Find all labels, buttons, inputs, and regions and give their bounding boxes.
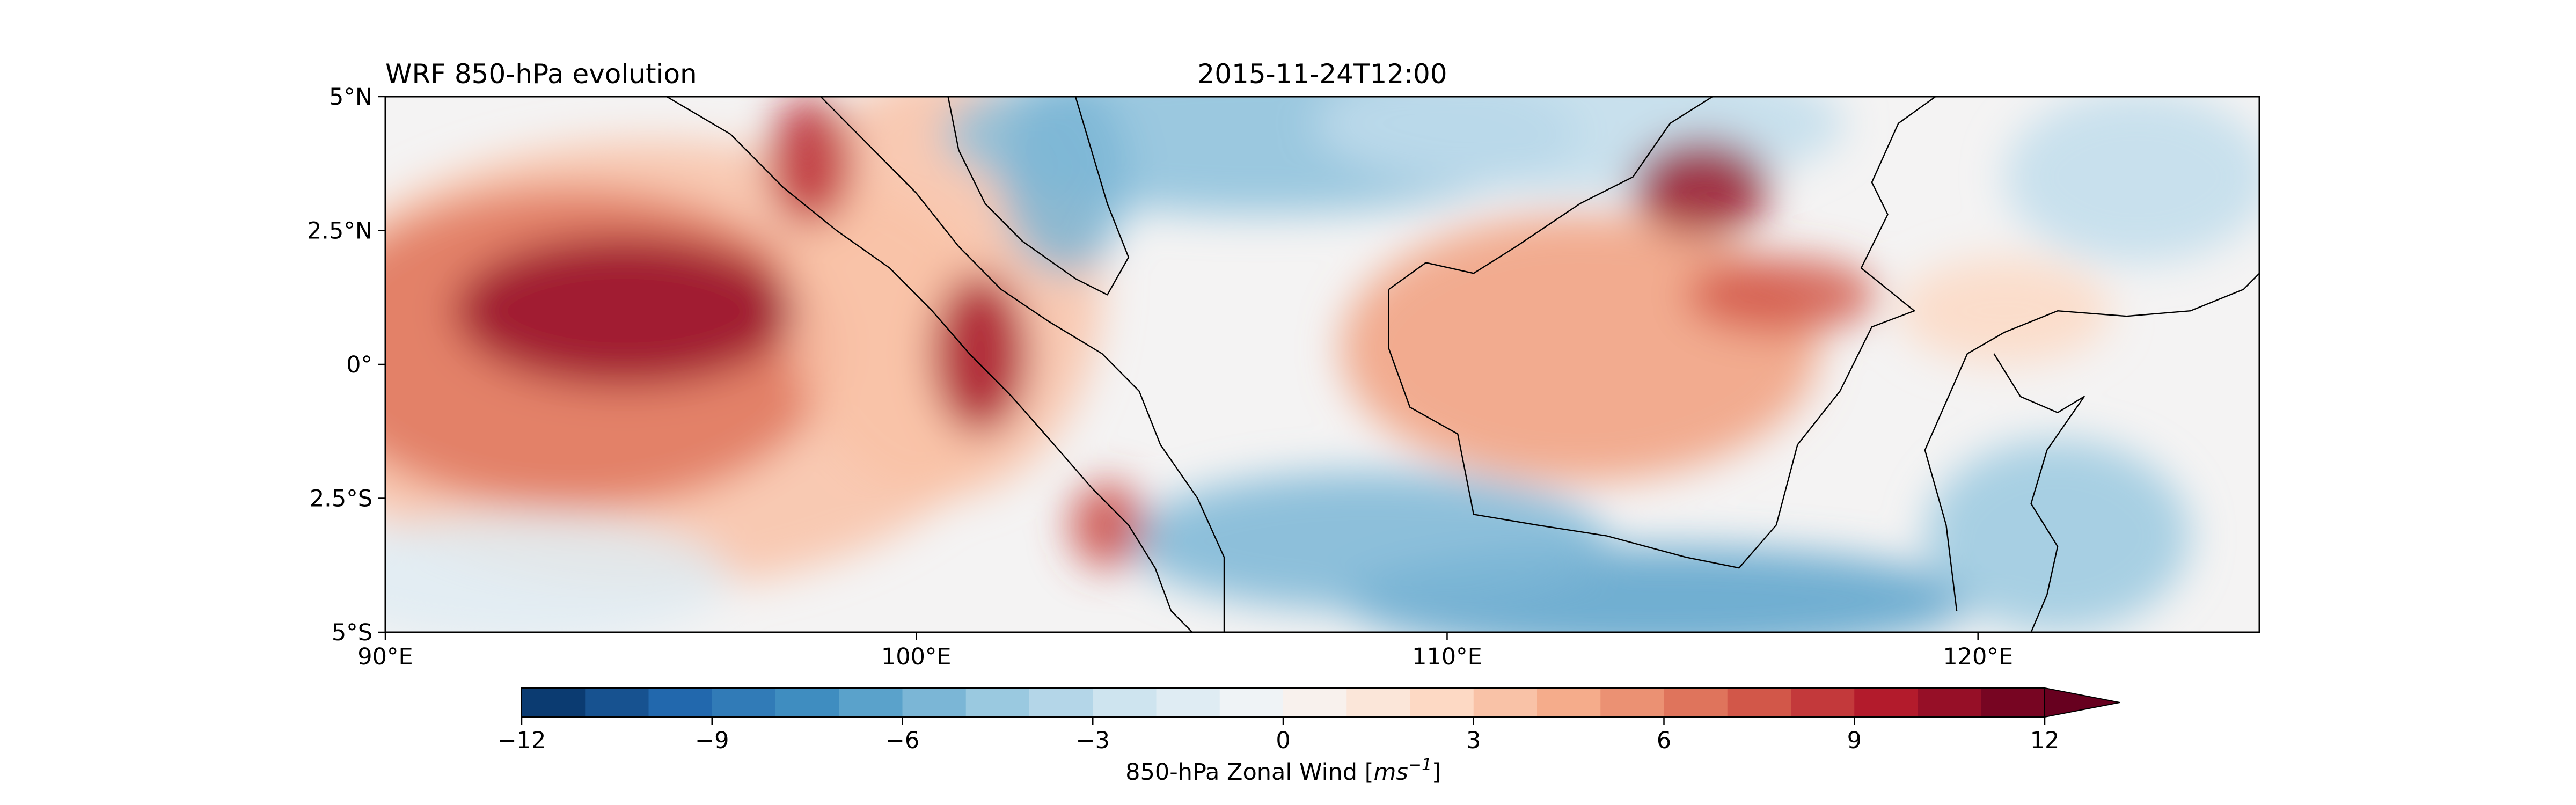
colorbar-tick-label: −12: [497, 727, 546, 754]
colorbar-cell: [839, 688, 903, 717]
lat-tick-label: 5°S: [332, 619, 372, 646]
wind-region-sumatra-north-jet: [767, 97, 853, 225]
colorbar-cell: [1791, 688, 1855, 717]
wind-region-southwest-ocean-weak: [385, 514, 730, 632]
longitude-ticks: 90°E 100°E 110°E 120°E: [357, 632, 2013, 670]
colorbar-cell: [965, 688, 1030, 717]
colorbar-ticks: −12 −9 −6 −3 0 3 6 9 12: [497, 717, 2060, 754]
colorbar-cell: [1918, 688, 1982, 717]
colorbar-cell: [1346, 688, 1411, 717]
colorbar-label-suffix: ]: [1432, 759, 1441, 786]
colorbar-cell: [585, 688, 649, 717]
lon-tick-label: 120°E: [1943, 643, 2013, 670]
colorbar-extend-arrow: [2044, 687, 2120, 718]
lon-tick-label: 110°E: [1412, 643, 1482, 670]
colorbar-cell: [1981, 688, 2045, 717]
lat-tick-label: 2.5°N: [307, 218, 372, 245]
wind-region-malay-east-easterly: [1001, 97, 1129, 274]
wind-region-borneo-east-westerly: [1686, 257, 1877, 333]
wind-region-sulawesi-north-westerly: [1898, 257, 2111, 364]
wind-region-sumatra-south-jet: [1070, 482, 1145, 568]
colorbar-label-exponent: −1: [1408, 756, 1432, 774]
colorbar: −12 −9 −6 −3 0 3 6 9 12 850-hPa Zonal Wind [ms−1…: [497, 687, 2120, 786]
colorbar-cell: [712, 688, 776, 717]
colorbar-cell: [1727, 688, 1791, 717]
wind-field-layer: [385, 97, 2259, 632]
colorbar-cell: [1410, 688, 1474, 717]
colorbar-cell: [1473, 688, 1538, 717]
colorbar-cell: [522, 688, 586, 717]
figure-title-center: 2015-11-24T12:00: [1197, 58, 1447, 90]
colorbar-tick-label: −3: [1076, 727, 1110, 754]
map-area: 90°E 100°E 110°E 120°E 5°N 2.5°N 0° 2.5°S 5°S: [307, 84, 2260, 670]
figure-title-left: WRF 850-hPa evolution: [385, 58, 697, 90]
wind-region-borneo-west-westerly: [1341, 214, 1819, 482]
colorbar-cells: [522, 688, 2045, 717]
colorbar-cell: [1854, 688, 1919, 717]
sumatra-east-coastline: [820, 97, 1225, 632]
latitude-ticks: 5°N 2.5°N 0° 2.5°S 5°S: [307, 84, 385, 646]
colorbar-tick-label: 6: [1657, 727, 1671, 754]
colorbar-cell: [1093, 688, 1157, 717]
colorbar-cell: [1283, 688, 1347, 717]
colorbar-cell: [1600, 688, 1665, 717]
lat-tick-label: 5°N: [329, 84, 372, 111]
colorbar-tick-label: 3: [1466, 727, 1481, 754]
wind-region-java-sea-easterly: [1128, 471, 1607, 611]
colorbar-tick-label: −9: [695, 727, 729, 754]
colorbar-cell: [902, 688, 967, 717]
lon-tick-label: 90°E: [357, 643, 413, 670]
colorbar-cell: [1219, 688, 1284, 717]
lon-tick-label: 100°E: [881, 643, 952, 670]
colorbar-label-prefix: 850-hPa Zonal Wind [: [1125, 759, 1373, 786]
wind-region-borneo-north-westerly-core: [1633, 139, 1771, 236]
colorbar-label-unit: ms: [1374, 759, 1408, 786]
borneo-north-coastline: [1388, 97, 1713, 290]
colorbar-label: 850-hPa Zonal Wind [ms−1]: [1125, 756, 1441, 786]
colorbar-tick-label: −6: [885, 727, 919, 754]
lat-tick-label: 0°: [346, 352, 372, 378]
colorbar-cell: [775, 688, 839, 717]
borneo-coastline: [1388, 97, 1936, 569]
sumatra-coastline: [666, 97, 1193, 632]
sulawesi-gulf-coastline: [1993, 353, 2085, 632]
malay-peninsula-coastline: [947, 97, 1130, 296]
colorbar-cell: [1156, 688, 1220, 717]
wind-region-sulawesi-easterly: [1924, 439, 2191, 632]
colorbar-cell: [1537, 688, 1601, 717]
colorbar-cell: [1029, 688, 1093, 717]
sulawesi-coastline: [1924, 273, 2259, 611]
colorbar-cell: [1664, 688, 1728, 717]
colorbar-tick-label: 0: [1276, 727, 1290, 754]
colorbar-cell: [648, 688, 713, 717]
wind-region-east-pacific-north-easterly: [2004, 97, 2259, 263]
colorbar-tick-label: 9: [1847, 727, 1862, 754]
colorbar-tick-label: 12: [2030, 727, 2060, 754]
coastline-layer: [666, 97, 2259, 632]
wind-region-west-ocean-westerly-core: [454, 236, 794, 386]
wind-region-sumatra-west-coast-jet: [932, 273, 1028, 434]
lat-tick-label: 2.5°S: [310, 486, 372, 513]
